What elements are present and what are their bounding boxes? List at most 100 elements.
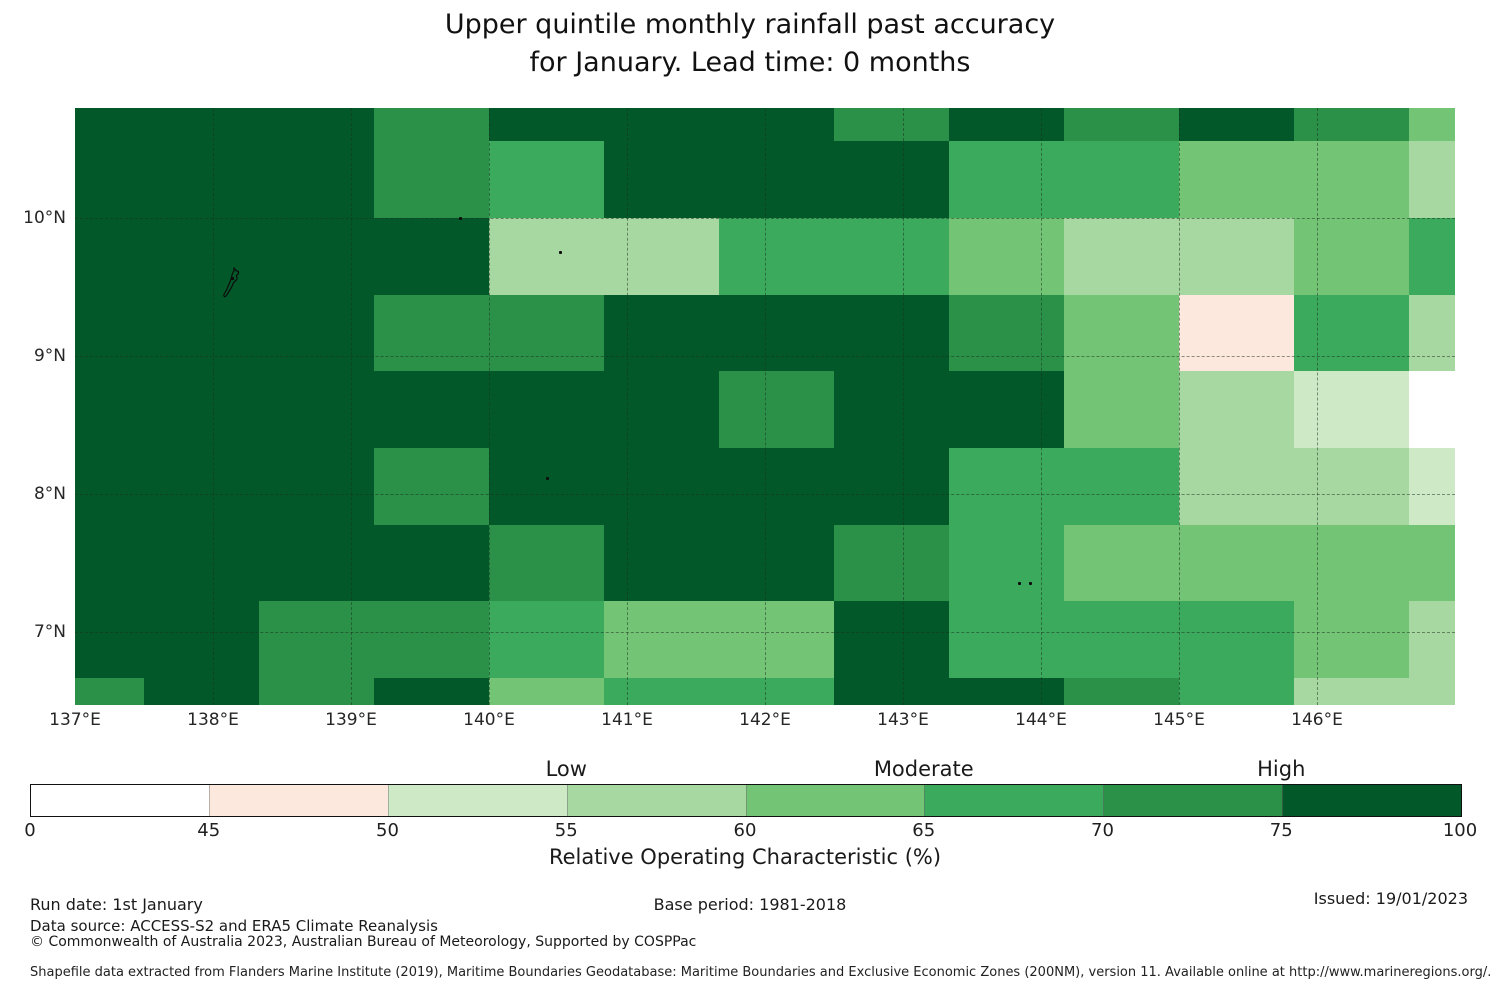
heatmap-cell: [834, 141, 949, 218]
islet-dot: [1018, 582, 1021, 585]
x-tick-label: 144°E: [1015, 710, 1067, 730]
heatmap-cell: [75, 141, 144, 218]
data-source-text: Data source: ACCESS-S2 and ERA5 Climate …: [30, 917, 438, 935]
heatmap-cell: [834, 295, 949, 371]
heatmap-cell: [75, 371, 144, 448]
heatmap-cell: [1179, 108, 1294, 141]
heatmap-cell: [719, 601, 834, 678]
heatmap-cell: [259, 295, 374, 371]
heatmap-cell: [604, 448, 719, 525]
heatmap-cell: [75, 218, 144, 295]
islet-dot: [546, 477, 549, 480]
heatmap-cell: [719, 108, 834, 141]
longitude-gridline: [1317, 108, 1318, 705]
heatmap-cell: [1179, 448, 1294, 525]
x-tick-label: 142°E: [739, 710, 791, 730]
heatmap-cell: [75, 108, 144, 141]
heatmap-cell: [719, 448, 834, 525]
heatmap-cell: [374, 678, 489, 705]
heatmap-cell: [949, 448, 1064, 525]
heatmap-cell: [949, 525, 1064, 601]
islet-dot: [559, 251, 562, 254]
colorbar-category-label: Moderate: [873, 757, 974, 781]
chart-title-line1: Upper quintile monthly rainfall past acc…: [444, 9, 1056, 40]
heatmap-cell: [719, 218, 834, 295]
heatmap-cell: [489, 448, 604, 525]
heatmap-cell: [1409, 371, 1455, 448]
colorbar-segment: [1103, 785, 1283, 816]
x-tick-label: 140°E: [463, 710, 515, 730]
colorbar-tick-label: 50: [376, 820, 399, 841]
heatmap-cell: [1409, 218, 1455, 295]
heatmap-cell: [144, 108, 259, 141]
heatmap-cell: [1179, 525, 1294, 601]
heatmap-cell: [949, 108, 1064, 141]
heatmap-cell: [374, 448, 489, 525]
heatmap-cell: [604, 295, 719, 371]
chart-title-line2: for January. Lead time: 0 months: [529, 47, 971, 78]
x-tick-label: 141°E: [601, 710, 653, 730]
heatmap-cell: [1179, 371, 1294, 448]
heatmap-cell: [1064, 218, 1179, 295]
heatmap-cell: [604, 525, 719, 601]
colorbar-tick-label: 0: [24, 820, 36, 841]
x-tick-label: 138°E: [187, 710, 239, 730]
run-date-text: Run date: 1st January: [30, 895, 203, 914]
heatmap-cell: [719, 525, 834, 601]
heatmap-cell: [1179, 601, 1294, 678]
heatmap-cell: [604, 218, 719, 295]
heatmap-cell: [604, 601, 719, 678]
heatmap-cell: [144, 295, 259, 371]
heatmap-cell: [719, 295, 834, 371]
islet-dot: [459, 217, 462, 220]
heatmap-cell: [1409, 525, 1455, 601]
base-period-text: Base period: 1981-2018: [653, 895, 847, 914]
heatmap-cell: [374, 371, 489, 448]
colorbar-tick-label: 70: [1091, 820, 1114, 841]
heatmap-cell: [489, 108, 604, 141]
heatmap-cell: [949, 601, 1064, 678]
heatmap-cell: [489, 141, 604, 218]
heatmap-cell: [604, 371, 719, 448]
latitude-gridline: [75, 494, 1455, 495]
longitude-gridline: [765, 108, 766, 705]
heatmap-cell: [1179, 141, 1294, 218]
heatmap-cell: [144, 601, 259, 678]
longitude-gridline: [213, 108, 214, 705]
heatmap-cell: [834, 218, 949, 295]
heatmap-cell: [75, 525, 144, 601]
colorbar-category-label: Low: [545, 757, 587, 781]
x-tick-label: 146°E: [1291, 710, 1343, 730]
heatmap-cell: [719, 678, 834, 705]
heatmap-cell: [949, 141, 1064, 218]
y-tick-label: 8°N: [33, 483, 66, 504]
heatmap-cell: [834, 108, 949, 141]
latitude-gridline: [75, 218, 1455, 219]
heatmap-cell: [1294, 371, 1409, 448]
heatmap-cell: [604, 108, 719, 141]
longitude-gridline: [1179, 108, 1180, 705]
heatmap-cell: [75, 601, 144, 678]
heatmap-cell: [259, 371, 374, 448]
colorbar-axis-label: Relative Operating Characteristic (%): [548, 845, 942, 869]
heatmap-cell: [1409, 295, 1455, 371]
heatmap-cell: [374, 601, 489, 678]
heatmap-cell: [374, 295, 489, 371]
copyright-text: © Commonwealth of Australia 2023, Austra…: [30, 934, 697, 950]
y-tick-label: 10°N: [23, 207, 66, 228]
heatmap-cell: [75, 678, 144, 705]
heatmap-cell: [489, 601, 604, 678]
heatmap-cell: [259, 218, 374, 295]
heatmap-cell: [1179, 678, 1294, 705]
heatmap-cell: [1064, 448, 1179, 525]
heatmap-cell: [1064, 108, 1179, 141]
heatmap-cell: [144, 678, 259, 705]
heatmap-cell: [1294, 448, 1409, 525]
heatmap-cell: [719, 141, 834, 218]
colorbar-segment: [387, 785, 567, 816]
heatmap-cell: [1179, 295, 1294, 371]
heatmap-cell: [144, 448, 259, 525]
heatmap-cell: [949, 218, 1064, 295]
heatmap-cell: [949, 295, 1064, 371]
